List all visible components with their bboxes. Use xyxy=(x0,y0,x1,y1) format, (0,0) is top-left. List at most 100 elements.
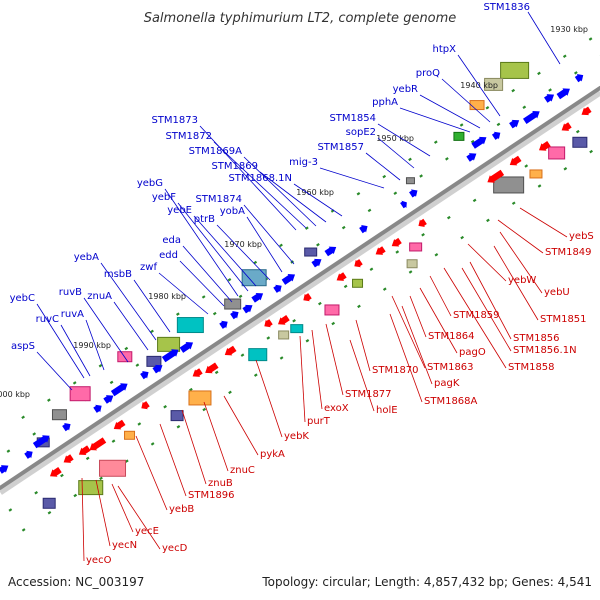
forward-gene-leader-6 xyxy=(377,137,415,169)
reverse-gene-label-14: STM1868A xyxy=(424,396,478,407)
forward-gene-arrow-1 xyxy=(556,88,570,100)
reverse-gene-leader-6 xyxy=(469,261,512,340)
reverse-gene-label-13: pagK xyxy=(434,378,460,389)
gene-tile-22 xyxy=(324,304,340,316)
gene-tile-10 xyxy=(146,355,162,367)
forward-gene-leader-25 xyxy=(83,297,129,363)
gene-tile-21 xyxy=(352,278,364,288)
reverse-gene-leader-9 xyxy=(419,287,458,354)
forward-gene-label-4: pphA xyxy=(372,97,398,108)
forward-gene-leader-29 xyxy=(85,319,105,371)
forward-gene-leader-15 xyxy=(177,202,249,292)
forward-gene-leader-17 xyxy=(243,204,295,265)
forward-gene-arrow-4 xyxy=(509,119,520,129)
forward-gene-arrow-23 xyxy=(110,383,128,397)
reverse-gene-label-7: STM1856.1N xyxy=(513,345,577,356)
reverse-gene-leader-11 xyxy=(443,267,507,369)
forward-gene-leader-18 xyxy=(216,224,271,281)
tick-track-0 xyxy=(0,31,600,435)
reverse-gene-leader-5 xyxy=(429,275,452,317)
reverse-gene-label-24: yebB xyxy=(169,504,194,515)
reverse-gene-arrow-1 xyxy=(561,122,572,131)
forward-gene-label-5: STM1854 xyxy=(329,113,376,124)
reverse-gene-leader-7 xyxy=(461,267,512,352)
forward-gene-arrow-27 xyxy=(32,435,50,449)
reverse-gene-arrow-21 xyxy=(49,467,62,477)
forward-gene-leader-13 xyxy=(293,183,343,217)
reverse-gene-label-26: yecD xyxy=(162,543,188,554)
forward-gene-leader-4 xyxy=(399,107,471,133)
forward-gene-leader-0 xyxy=(527,11,561,65)
reverse-gene-leader-27 xyxy=(95,479,111,547)
forward-gene-label-22: zwf xyxy=(140,262,157,273)
forward-gene-label-16: yebE xyxy=(167,205,192,216)
forward-gene-leader-1 xyxy=(457,54,501,117)
forward-gene-leader-3 xyxy=(419,94,481,129)
forward-gene-arrow-7 xyxy=(466,153,477,162)
reverse-gene-label-17: holE xyxy=(376,405,398,416)
tick-track-1 xyxy=(0,55,600,459)
gene-tile-13 xyxy=(51,409,67,421)
reverse-gene-leader-10 xyxy=(391,295,426,369)
forward-gene-label-9: STM1873 xyxy=(151,115,198,126)
forward-gene-arrow-0 xyxy=(574,74,584,83)
accession-text: Accession: NC_003197 xyxy=(8,575,144,589)
gene-tile-9 xyxy=(157,336,181,352)
forward-gene-label-26: znuA xyxy=(87,291,112,302)
reverse-gene-label-9: pagO xyxy=(459,347,486,358)
forward-gene-leader-27 xyxy=(36,303,85,379)
reverse-gene-arrow-17 xyxy=(113,419,126,430)
forward-gene-arrow-24 xyxy=(103,395,114,404)
forward-gene-label-0: STM1836 xyxy=(483,2,530,13)
forward-gene-leader-8 xyxy=(319,167,385,189)
reverse-gene-arrow-7 xyxy=(375,246,386,255)
forward-gene-arrow-6 xyxy=(471,136,487,149)
gene-tile-15 xyxy=(572,136,588,148)
forward-gene-arrow-9 xyxy=(400,200,407,209)
gene-tile-0 xyxy=(500,61,530,79)
forward-gene-label-19: yobA xyxy=(220,206,245,217)
forward-gene-leader-24 xyxy=(133,279,171,333)
kbp-mark-4: 1970 kbp xyxy=(224,240,262,249)
gene-tile-2 xyxy=(469,100,485,111)
forward-gene-arrow-16 xyxy=(242,304,253,314)
gene-tile-25 xyxy=(248,348,268,362)
forward-gene-arrow-12 xyxy=(311,258,322,268)
reverse-gene-label-8: STM1864 xyxy=(428,331,475,342)
gene-tile-23 xyxy=(290,324,304,334)
gene-tile-18 xyxy=(493,176,525,194)
forward-gene-label-13: STM1868.1N xyxy=(228,173,292,184)
gene-tile-17 xyxy=(529,169,543,179)
reverse-gene-leader-4 xyxy=(493,245,539,321)
reverse-gene-label-22: znuB xyxy=(208,478,233,489)
reverse-gene-leader-3 xyxy=(499,231,543,294)
reverse-gene-label-23: STM1896 xyxy=(188,490,235,501)
forward-gene-leader-26 xyxy=(113,301,149,351)
reverse-gene-arrow-2 xyxy=(538,141,551,151)
forward-gene-arrow-28 xyxy=(24,450,33,459)
reverse-gene-arrow-6 xyxy=(391,237,402,247)
forward-gene-arrow-19 xyxy=(179,342,194,353)
forward-gene-label-30: aspS xyxy=(11,341,35,352)
forward-gene-arrow-14 xyxy=(273,284,282,293)
reverse-gene-leader-14 xyxy=(389,313,423,403)
kbp-mark-2: 1950 kbp xyxy=(376,134,414,143)
forward-gene-leader-22 xyxy=(158,272,209,315)
reverse-gene-label-11: STM1858 xyxy=(508,362,555,373)
gene-tile-12 xyxy=(69,386,91,402)
forward-gene-leader-19 xyxy=(246,216,283,273)
reverse-gene-arrow-19 xyxy=(78,445,91,456)
forward-gene-leader-20 xyxy=(182,245,233,303)
gene-labels: STM1836 htpX proQ yebR pphA STM1854 sopE2 STM18… xyxy=(10,2,594,566)
reverse-gene-arrow-13 xyxy=(224,345,237,356)
reverse-gene-leader-8 xyxy=(409,295,427,338)
forward-gene-label-27: yebC xyxy=(10,293,35,304)
reverse-gene-label-28: yecO xyxy=(86,555,112,566)
reverse-gene-arrow-12 xyxy=(264,319,273,328)
reverse-gene-arrow-10 xyxy=(303,293,312,302)
kbp-mark-0: 1930 kbp xyxy=(550,25,588,34)
reverse-gene-label-2: yebW xyxy=(508,275,536,286)
gene-tile-20 xyxy=(406,259,418,269)
reverse-gene-label-25: yecE xyxy=(135,526,159,537)
